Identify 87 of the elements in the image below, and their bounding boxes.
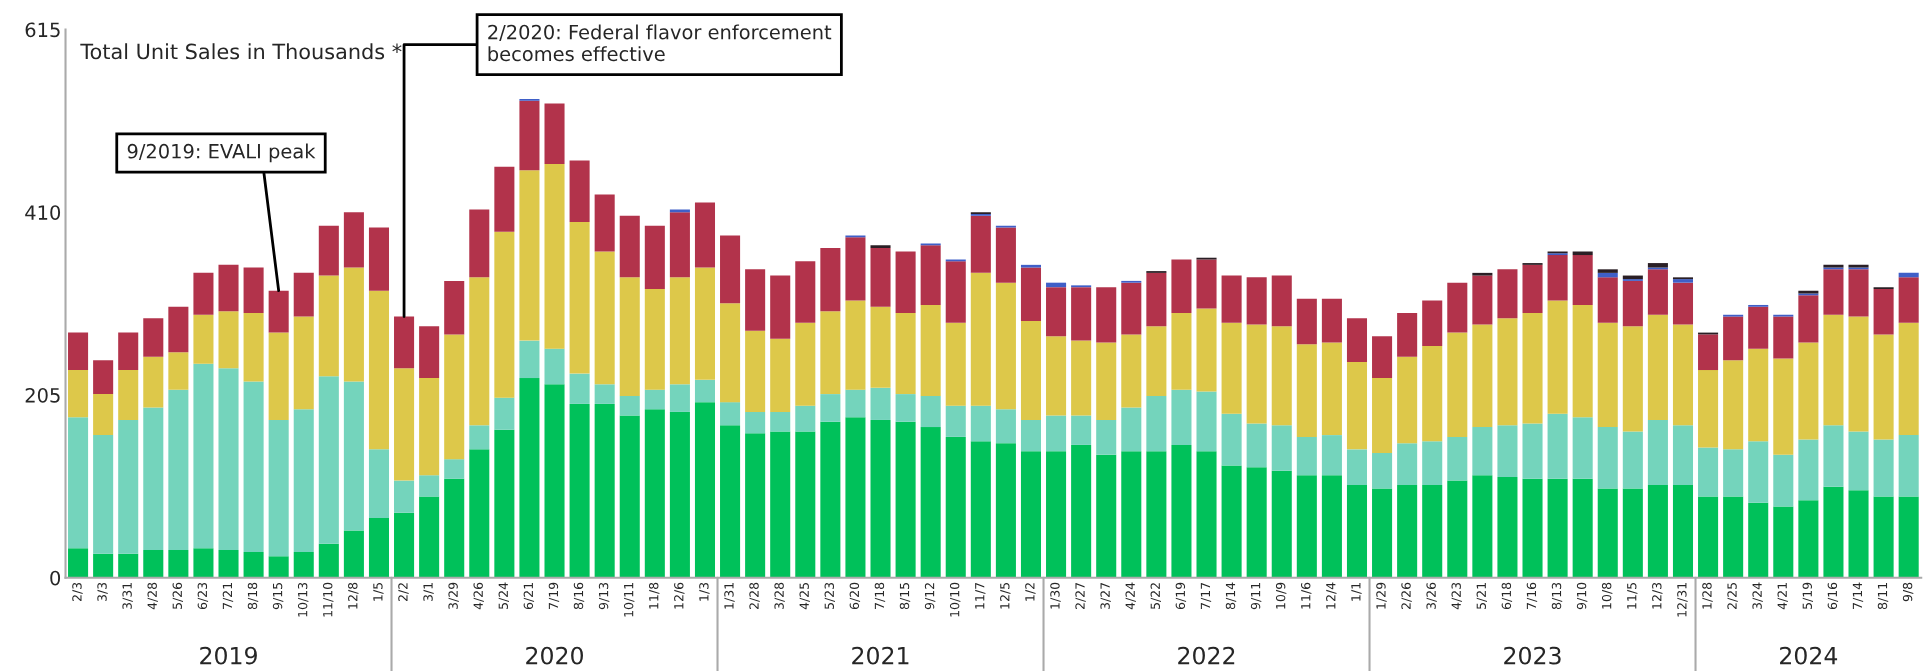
x-tick-label: 1/1 xyxy=(1351,583,1362,601)
y-tick-label: 615 xyxy=(25,22,60,38)
x-tick-label: 5/23 xyxy=(824,582,835,609)
y-tick-label: 0 xyxy=(50,570,61,586)
text: 2019 xyxy=(200,646,257,665)
x-tick-label: 2/3 xyxy=(72,582,83,602)
x-tick-label: 7/14 xyxy=(1852,582,1864,609)
x-tick-label: 4/24 xyxy=(1125,582,1136,610)
x-tick-label: 3/27 xyxy=(1100,582,1111,610)
x-tick-label: 3/3 xyxy=(97,582,108,602)
x-tick-label: 1/5 xyxy=(373,582,384,601)
x-tick-label: 10/11 xyxy=(623,583,635,617)
x-tick-label: 7/19 xyxy=(548,582,560,609)
y-tick-label: 410 xyxy=(25,205,61,220)
text: 2024 xyxy=(1780,646,1838,665)
x-tick-label: 10/8 xyxy=(1601,582,1613,609)
x-tick-label: 4/23 xyxy=(1451,582,1462,610)
x-tick-label: 9/15 xyxy=(272,582,284,610)
x-tick-label: 12/8 xyxy=(348,582,359,609)
x-tick-label: 1/3 xyxy=(699,582,710,601)
x-tick-label: 12/5 xyxy=(1000,582,1011,609)
x-tick-label: 9/10 xyxy=(1576,582,1588,610)
x-tick-label: 4/28 xyxy=(147,582,158,610)
x-tick-label: 5/24 xyxy=(498,582,509,609)
x-tick-label: 7/18 xyxy=(874,582,886,609)
text: 2020 xyxy=(526,646,583,665)
text: Total Unit Sales in Thousands * xyxy=(80,43,402,60)
x-tick-label: 8/15 xyxy=(899,582,911,610)
x-tick-label: 3/26 xyxy=(1426,582,1437,610)
x-tick-label: 2/27 xyxy=(1075,582,1086,610)
x-tick-label: 10/10 xyxy=(949,582,961,617)
x-tick-label: 11/6 xyxy=(1301,582,1312,609)
x-tick-label: 3/24 xyxy=(1752,582,1763,610)
x-tick-label: 3/29 xyxy=(448,582,459,610)
x-tick-label: 6/23 xyxy=(197,582,209,610)
x-tick-label: 8/16 xyxy=(573,582,585,610)
x-tick-label: 1/29 xyxy=(1376,582,1387,609)
x-tick-label: 1/28 xyxy=(1702,582,1713,609)
x-tick-label: 10/13 xyxy=(297,582,309,617)
x-tick-label: 2/25 xyxy=(1727,582,1738,610)
x-tick-label: 5/22 xyxy=(1150,583,1161,609)
x-tick-label: 3/28 xyxy=(774,582,785,610)
x-tick-label: 6/19 xyxy=(1175,582,1187,610)
x-tick-label: 12/4 xyxy=(1326,582,1337,609)
x-tick-label: 8/13 xyxy=(1551,582,1563,610)
x-tick-label: 8/14 xyxy=(1225,582,1237,610)
text: 2023 xyxy=(1504,646,1561,665)
x-tick-label: 7/21 xyxy=(222,583,234,609)
x-tick-label: 10/9 xyxy=(1275,582,1287,609)
x-tick-label: 4/21 xyxy=(1777,583,1788,610)
annotation: 2/2020: Federal flavor enforcement becomes effective xyxy=(488,24,832,62)
x-tick-label: 9/12 xyxy=(924,583,936,610)
annotation: 9/2019: EVALI peak xyxy=(127,143,316,163)
y-tick-label: 205 xyxy=(25,387,60,403)
x-tick-label: 1/31 xyxy=(724,583,735,609)
x-tick-label: 1/30 xyxy=(1050,582,1061,609)
text: 2022 xyxy=(1178,646,1235,665)
x-tick-label: 6/20 xyxy=(849,582,861,610)
x-tick-label: 9/8 xyxy=(1902,582,1914,602)
x-tick-label: 8/11 xyxy=(1877,583,1889,610)
x-tick-label: 6/21 xyxy=(523,583,535,610)
x-tick-label: 3/1 xyxy=(423,583,434,602)
x-tick-label: 12/3 xyxy=(1652,582,1663,609)
x-tick-label: 5/26 xyxy=(172,582,183,609)
x-tick-label: 1/2 xyxy=(1025,583,1036,601)
x-tick-label: 12/31 xyxy=(1677,583,1688,617)
x-tick-label: 6/16 xyxy=(1827,582,1839,610)
x-tick-label: 11/7 xyxy=(975,582,986,609)
x-tick-label: 2/26 xyxy=(1401,582,1412,610)
x-tick-label: 5/21 xyxy=(1476,583,1487,609)
x-tick-label: 9/13 xyxy=(598,582,610,610)
x-tick-label: 11/10 xyxy=(323,582,334,617)
x-tick-label: 5/19 xyxy=(1802,582,1813,609)
x-tick-label: 7/16 xyxy=(1526,582,1538,609)
x-tick-label: 11/5 xyxy=(1627,582,1638,609)
x-tick-label: 2/2 xyxy=(398,583,409,602)
x-tick-label: 7/17 xyxy=(1200,582,1212,609)
text: 2021 xyxy=(852,646,909,665)
x-tick-label: 12/6 xyxy=(674,582,685,609)
x-tick-label: 6/18 xyxy=(1501,582,1513,610)
x-tick-label: 3/31 xyxy=(122,583,133,610)
x-tick-label: 9/11 xyxy=(1250,583,1262,610)
x-tick-label: 2/28 xyxy=(749,582,760,610)
x-tick-label: 11/8 xyxy=(649,582,660,609)
x-tick-label: 4/26 xyxy=(473,582,484,610)
x-tick-label: 4/25 xyxy=(799,582,810,610)
x-tick-label: 8/18 xyxy=(247,582,259,610)
